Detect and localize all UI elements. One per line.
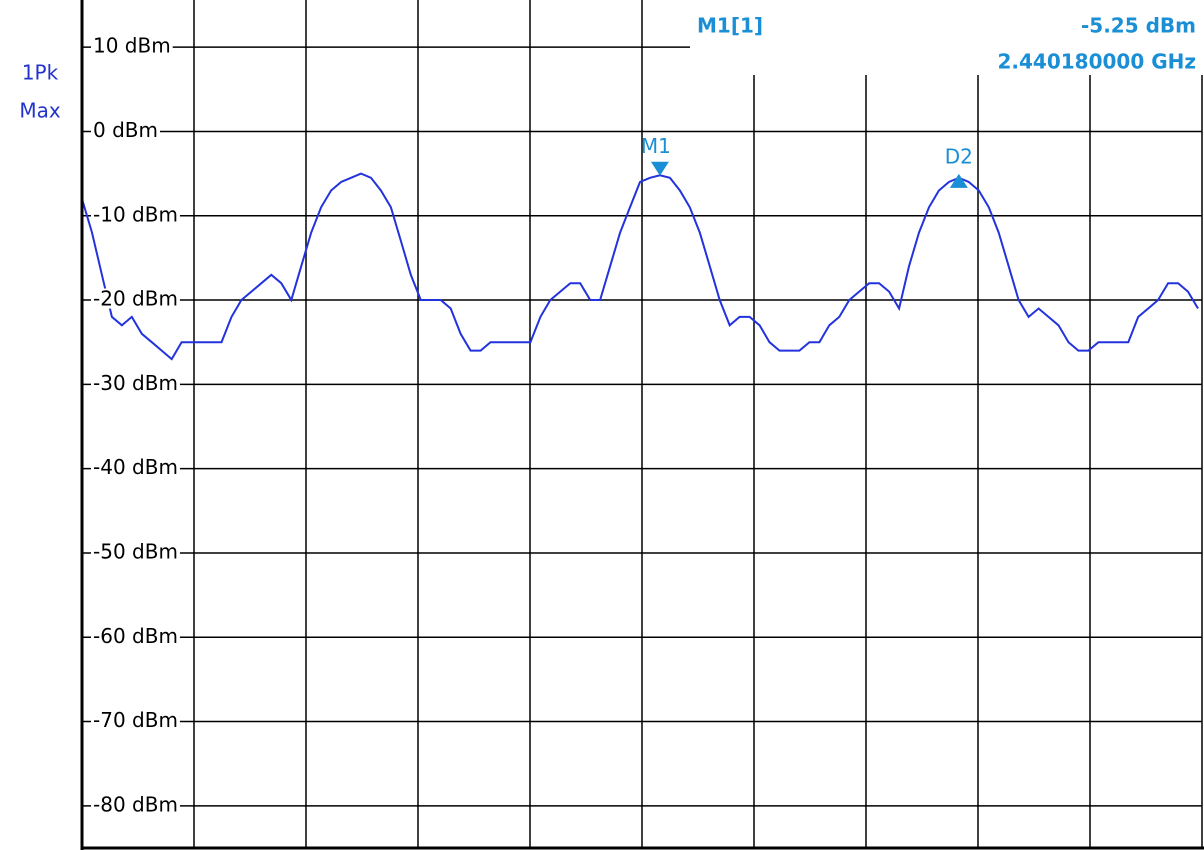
tick-label-bg xyxy=(91,204,180,225)
tick-label-bg xyxy=(91,372,180,393)
tick-label-bg xyxy=(91,794,180,815)
tick-label-bg xyxy=(91,119,160,140)
tick-label-bg xyxy=(91,457,180,478)
tick-label-bg xyxy=(91,288,180,309)
y-tick-label: -70 dBm xyxy=(93,708,178,732)
marker-triangle xyxy=(949,173,968,188)
marker-frequency: 2.440180000 GHz xyxy=(997,50,1196,74)
readout-box xyxy=(690,0,1204,75)
y-tick-label: -40 dBm xyxy=(93,455,178,479)
marker-label: M1 xyxy=(641,134,671,158)
tick-label-bg xyxy=(91,541,180,562)
marker-label: D2 xyxy=(945,144,973,168)
y-tick-label: 10 dBm xyxy=(93,34,171,58)
y-tick-label: -80 dBm xyxy=(93,792,178,816)
tick-label-bg xyxy=(91,625,180,646)
trace-label: Max xyxy=(19,99,61,123)
marker-value: -5.25 dBm xyxy=(1081,14,1196,38)
trace-label: 1Pk xyxy=(22,61,59,85)
y-tick-label: -30 dBm xyxy=(93,371,178,395)
y-tick-label: -20 dBm xyxy=(93,287,178,311)
marker-readout: M1[1] xyxy=(697,14,763,38)
y-tick-label: 0 dBm xyxy=(93,118,158,142)
tick-label-bg xyxy=(91,710,180,731)
tick-label-bg xyxy=(91,35,173,56)
trace xyxy=(81,172,1199,361)
y-tick-label: -50 dBm xyxy=(93,539,178,563)
marker-triangle xyxy=(650,161,669,176)
y-tick-label: -10 dBm xyxy=(93,202,178,226)
y-tick-label: -60 dBm xyxy=(93,624,178,648)
